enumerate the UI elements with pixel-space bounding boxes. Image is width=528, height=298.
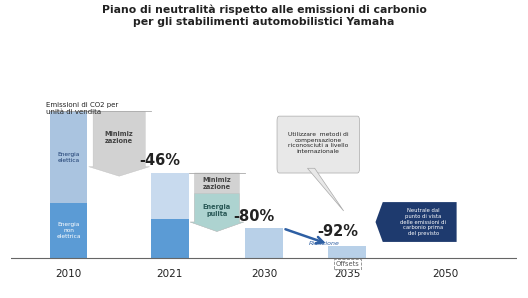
Bar: [245, 228, 283, 258]
Text: Utilizzare  metodi di
compensazione
riconosciuti a livello
internazionale: Utilizzare metodi di compensazione ricon…: [288, 132, 348, 154]
Bar: [151, 219, 188, 258]
Text: Energia
pulita: Energia pulita: [203, 204, 231, 218]
FancyBboxPatch shape: [277, 116, 360, 173]
Text: Riduzione: Riduzione: [309, 241, 340, 246]
Polygon shape: [307, 168, 344, 211]
Bar: [50, 203, 87, 258]
Text: 2050: 2050: [432, 268, 458, 279]
Text: 2021: 2021: [157, 268, 183, 279]
Bar: [328, 246, 366, 258]
Text: Minimiz
zazione: Minimiz zazione: [105, 131, 134, 144]
Polygon shape: [190, 173, 244, 232]
Text: 2010: 2010: [55, 268, 82, 279]
Polygon shape: [190, 194, 244, 232]
Text: Offsets: Offsets: [335, 261, 359, 267]
Bar: [50, 111, 87, 203]
Polygon shape: [375, 202, 457, 242]
Text: Minimiz
zazione: Minimiz zazione: [203, 177, 231, 190]
Text: Energia
elettica: Energia elettica: [58, 152, 80, 163]
Bar: [151, 173, 188, 219]
Text: Neutrale dal
punto di vista
delle emissioni di
carbonio prima
del previsto: Neutrale dal punto di vista delle emissi…: [400, 208, 446, 236]
Text: Energia
non
elettrica: Energia non elettrica: [56, 222, 81, 239]
Text: 2030: 2030: [251, 268, 277, 279]
Text: -80%: -80%: [233, 209, 275, 224]
Text: Piano di neutralità rispetto alle emissioni di carbonio
per gli stabilimenti aut: Piano di neutralità rispetto alle emissi…: [101, 4, 427, 27]
Text: -92%: -92%: [317, 224, 358, 239]
Text: 2035: 2035: [334, 268, 361, 279]
Text: Emissioni di CO2 per
unità di vendita: Emissioni di CO2 per unità di vendita: [46, 102, 118, 115]
Text: -46%: -46%: [139, 153, 181, 168]
Polygon shape: [89, 111, 149, 176]
